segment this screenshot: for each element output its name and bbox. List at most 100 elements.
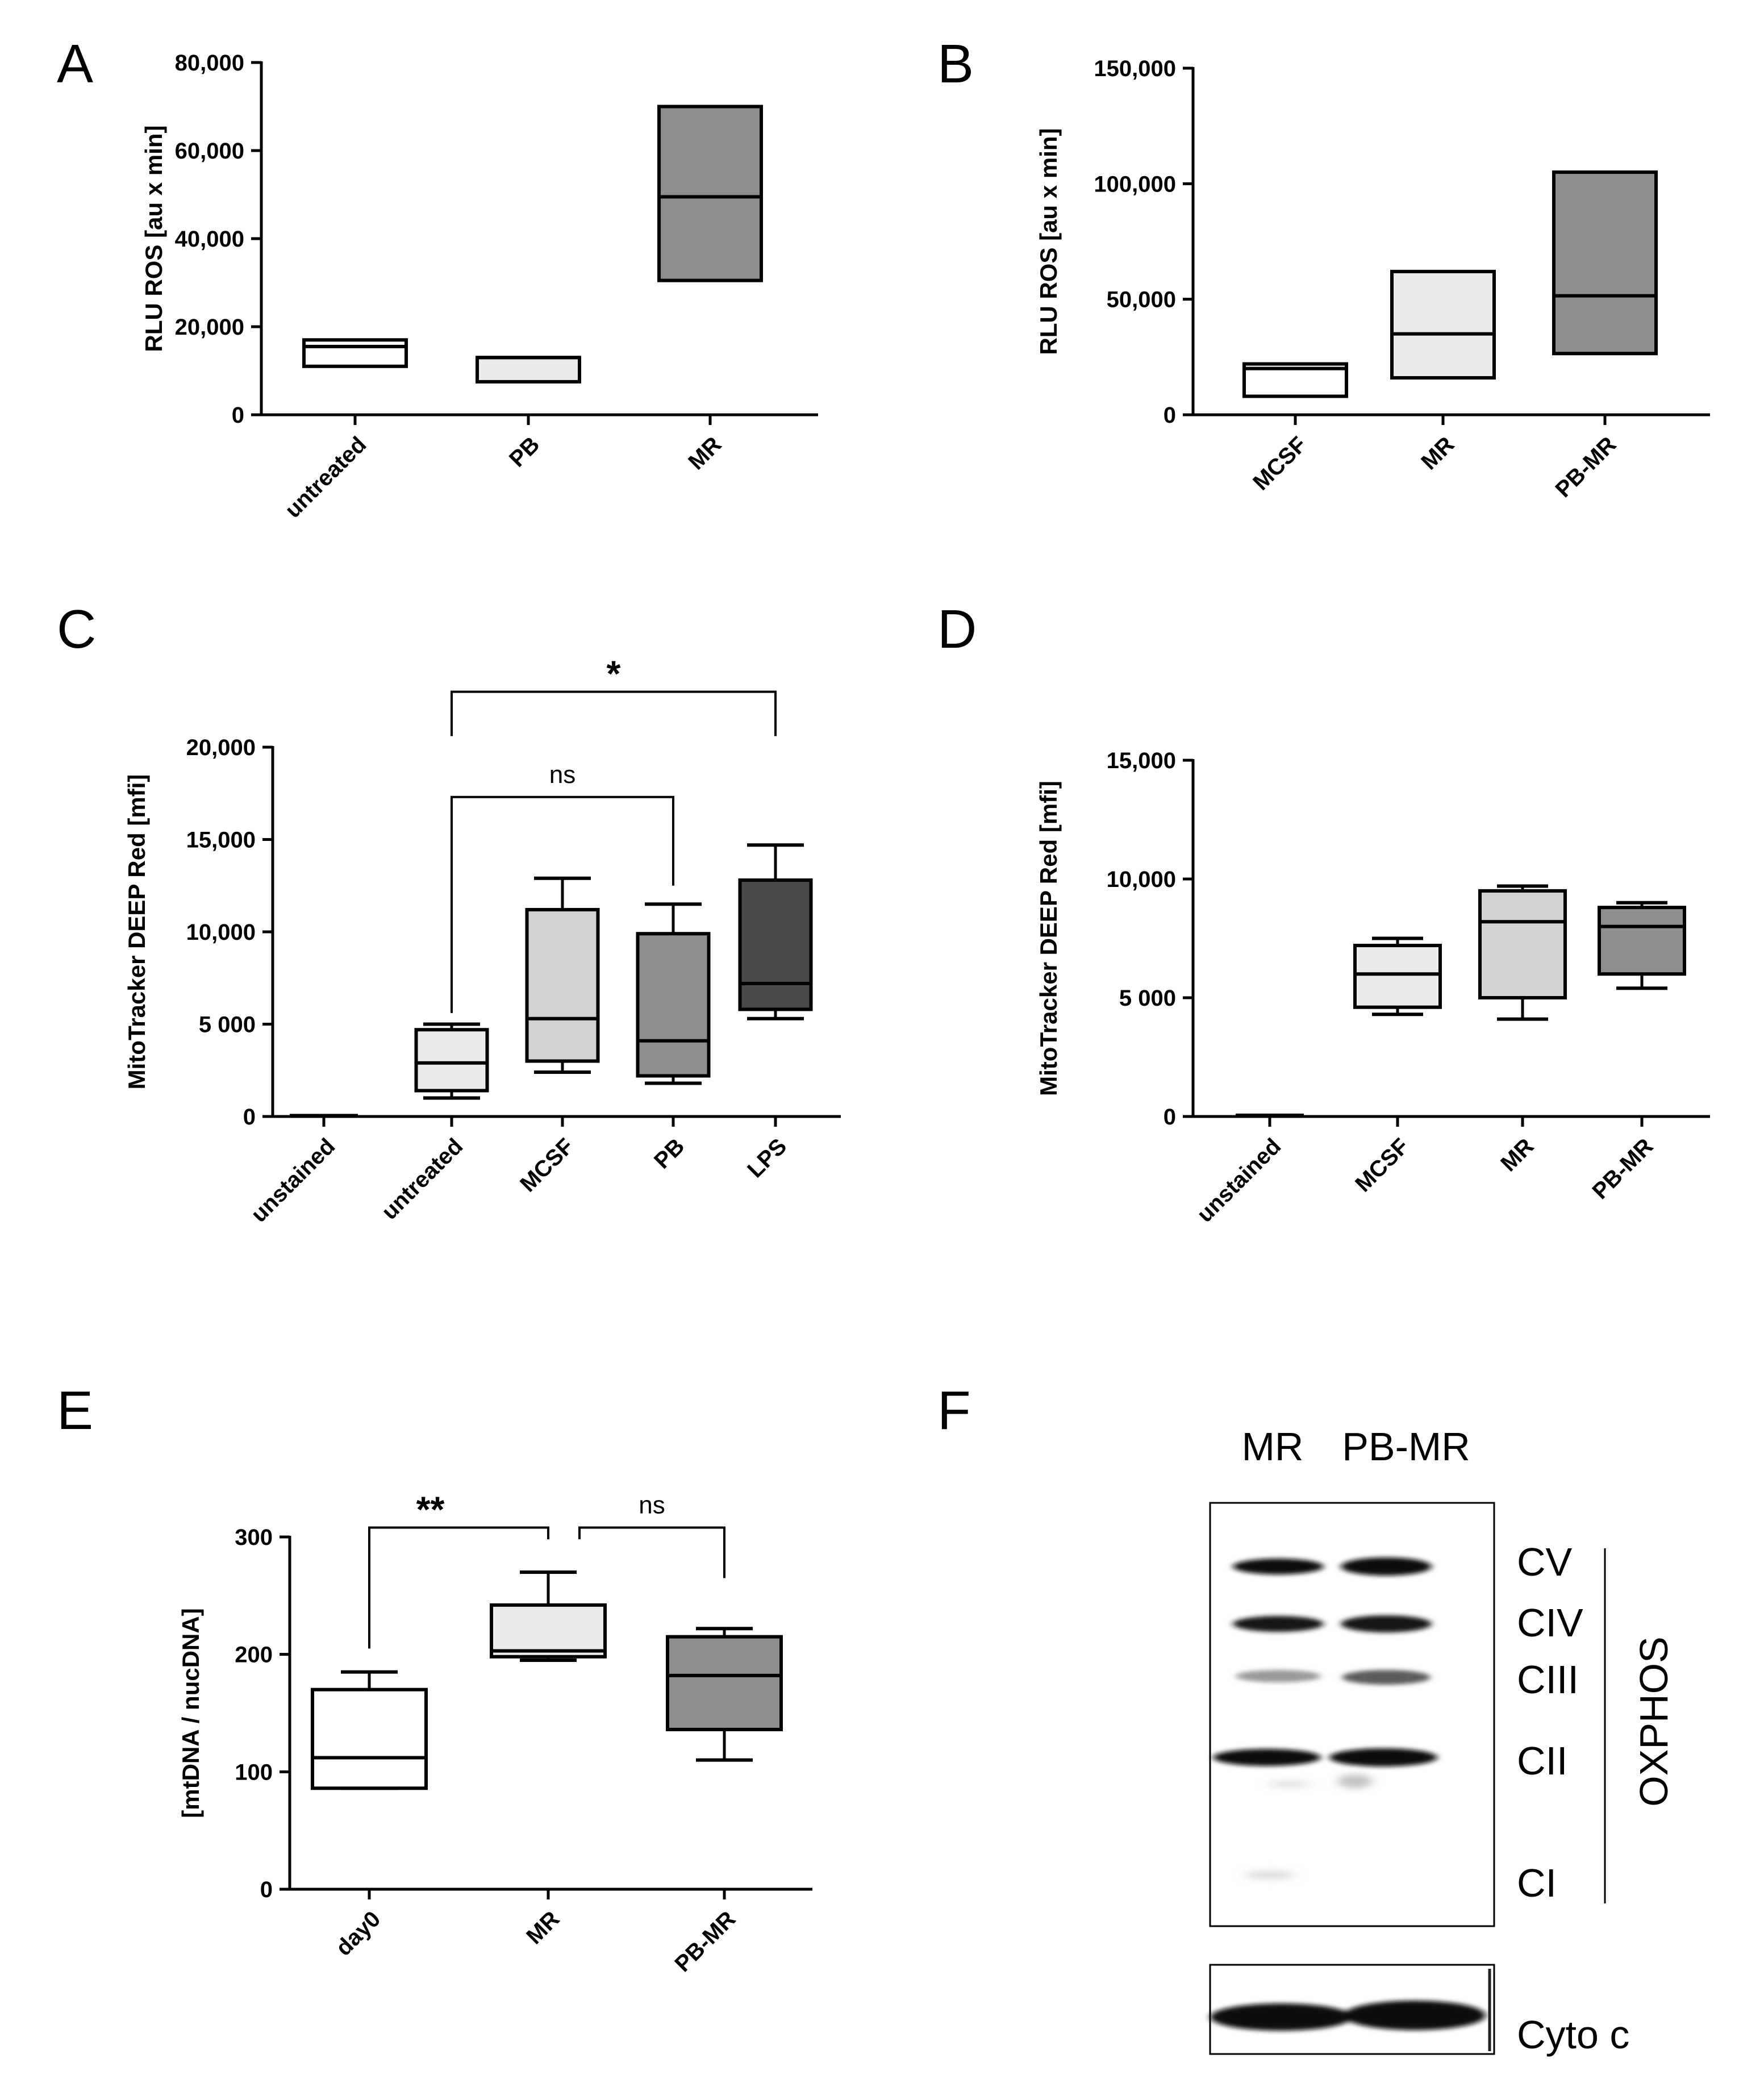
panel-letter-e: E [57, 1380, 93, 1441]
y-tick-label-e-0: 0 [260, 1877, 273, 1902]
x-category-label-e-pb-mr: PB-MR [670, 1906, 741, 1977]
y-axis-title-b: RLU ROS [au x min] [1035, 128, 1062, 355]
band-label-cv: CV [1517, 1540, 1573, 1584]
panel-letter-b: B [937, 34, 974, 94]
box-d-mcsf [1353, 944, 1442, 1009]
significance-label-c-0: ns [549, 761, 576, 789]
y-tick-label-b-1: 50,000 [1107, 288, 1176, 313]
x-category-label-b-mr: MR [1416, 432, 1459, 474]
box-a-mr [657, 105, 763, 282]
band-label-cii: CII [1517, 1739, 1567, 1783]
x-category-label-a-pb: PB [504, 432, 544, 472]
band-cv-lane-pb-mr [1341, 1557, 1432, 1576]
band-ci-lane-mr [1244, 1871, 1295, 1879]
band-label-civ: CIV [1517, 1601, 1583, 1645]
significance-label-e-0: ** [416, 1489, 445, 1530]
significance-bracket-c-0 [451, 795, 674, 1013]
band-label-ciii: CIII [1517, 1657, 1579, 1702]
chart-d-mitotracker-box-plot: 0 5 000 10,000 15,000 MitoTracker DEEP Red [… [1035, 748, 1710, 1227]
box-e-mr [490, 1603, 607, 1659]
y-axis-title-c: MitoTracker DEEP Red [mfi] [123, 774, 150, 1090]
y-tick-label-d-1: 5 000 [1119, 986, 1176, 1011]
significance-bracket-e-1 [578, 1526, 725, 1578]
panel-letter-a: A [57, 34, 93, 94]
blot-lane-label-mr: MR [1242, 1424, 1304, 1469]
y-tick-label-c-0: 0 [243, 1105, 256, 1130]
y-tick-label-c-2: 10,000 [186, 920, 256, 945]
y-tick-label-a-4: 80,000 [175, 51, 244, 76]
y-tick-label-a-1: 20,000 [175, 315, 244, 340]
panel-letter-c: C [57, 599, 96, 660]
y-tick-label-a-2: 40,000 [175, 227, 244, 252]
blot-lane-label-pb-mr: PB-MR [1342, 1424, 1470, 1469]
box-c-lps [738, 878, 813, 1011]
band-cyto-c-lane-pb-mr [1344, 2001, 1486, 2030]
oxphos-bands [1213, 1557, 1437, 1766]
box-e-pb-mr [666, 1635, 783, 1731]
significance-label-c-1: * [607, 653, 621, 694]
chart-a-ros-box-plot: 0 20,000 40,000 60,000 80,000 RLU ROS [au x m… [140, 51, 818, 523]
y-axis-title-e: [mtDNA / nucDNA] [177, 1608, 204, 1818]
oxphos-faint-bands [1244, 1774, 1372, 1879]
x-category-label-e-mr: MR [522, 1906, 564, 1949]
box-d-pb-mr [1598, 906, 1686, 976]
box-b-mr [1390, 269, 1496, 380]
band-cv-lane-mr [1233, 1559, 1324, 1574]
band-civ-lane-mr [1233, 1616, 1324, 1632]
box-a-pb [476, 356, 581, 384]
band-ciii-lane-pb-mr [1342, 1670, 1431, 1685]
band-ciii-lane-mr [1236, 1670, 1321, 1682]
box-b-pb-mr [1552, 170, 1658, 356]
box-a-untreated [302, 338, 408, 368]
y-tick-label-b-2: 100,000 [1094, 172, 1176, 197]
oxphos-group-label: OXPHOS [1632, 1636, 1676, 1807]
x-category-label-c-lps: LPS [743, 1134, 791, 1182]
band-cyto-c-lane-mr [1210, 2003, 1352, 2031]
band-smear-mr [1267, 1781, 1312, 1788]
y-tick-label-e-1: 100 [235, 1760, 273, 1785]
y-tick-label-d-2: 10,000 [1107, 867, 1176, 892]
significance-bracket-c-1 [451, 690, 777, 736]
y-tick-label-e-2: 200 [235, 1643, 273, 1668]
loading-control-label: Cyto c [1517, 2013, 1629, 2057]
y-tick-label-d-3: 15,000 [1107, 748, 1176, 773]
x-category-label-b-pb-mr: PB-MR [1551, 432, 1621, 502]
box-c-untreated [414, 1028, 489, 1093]
x-category-label-d-pb-mr: PB-MR [1588, 1134, 1658, 1204]
x-category-label-c-untreated: untreated [377, 1134, 468, 1224]
significance-bracket-e-0 [368, 1526, 549, 1649]
y-tick-label-a-3: 60,000 [175, 139, 244, 164]
x-category-label-a-mr: MR [683, 432, 726, 474]
y-tick-label-a-0: 0 [232, 403, 244, 428]
y-tick-label-c-3: 15,000 [186, 828, 256, 853]
x-category-label-b-mcsf: MCSF [1248, 432, 1311, 495]
x-category-label-c-pb: PB [649, 1134, 689, 1173]
x-category-label-d-mr: MR [1496, 1134, 1538, 1176]
y-tick-label-e-3: 300 [235, 1525, 273, 1550]
chart-e-mtdna-box-plot: 0 100 200 300 [mtDNA / nucDNA] day0 MR PB-MR ** n… [177, 1489, 812, 1977]
chart-c-mitotracker-box-plot: 0 5 000 10,000 15,000 20,000 MitoTracker DEEP… [123, 653, 841, 1227]
chart-b-ros-box-plot: 0 50,000 100,000 150,000 RLU ROS [au x min] M… [1035, 56, 1710, 502]
y-tick-label-b-0: 0 [1164, 403, 1176, 428]
y-tick-label-c-1: 5 000 [199, 1013, 256, 1038]
x-category-label-e-day0: day0 [331, 1906, 386, 1961]
box-c-mcsf [525, 908, 600, 1063]
y-axis-title-a: RLU ROS [au x min] [140, 125, 167, 352]
x-category-label-c-unstained: unstained [247, 1134, 340, 1227]
y-tick-label-c-4: 20,000 [186, 735, 256, 760]
x-category-label-c-mcsf: MCSF [515, 1134, 578, 1197]
box-e-day0 [311, 1688, 428, 1790]
panel-letter-d: D [937, 599, 977, 660]
band-smear-pb-mr [1338, 1774, 1372, 1788]
x-category-label-d-unstained: unstained [1192, 1134, 1286, 1227]
band-cii-lane-mr [1213, 1749, 1321, 1766]
cyto-c-bands [1210, 2001, 1486, 2031]
box-c-pb [636, 932, 711, 1078]
significance-label-e-1: ns [639, 1491, 665, 1519]
band-cii-lane-pb-mr [1329, 1748, 1437, 1766]
band-civ-lane-pb-mr [1341, 1615, 1432, 1632]
western-blot-panel: MR PB-MR CV CIV CIII CII CI OXPHOS [1209, 1424, 1676, 2057]
y-tick-label-b-3: 150,000 [1094, 56, 1176, 81]
y-tick-label-d-0: 0 [1164, 1105, 1176, 1130]
